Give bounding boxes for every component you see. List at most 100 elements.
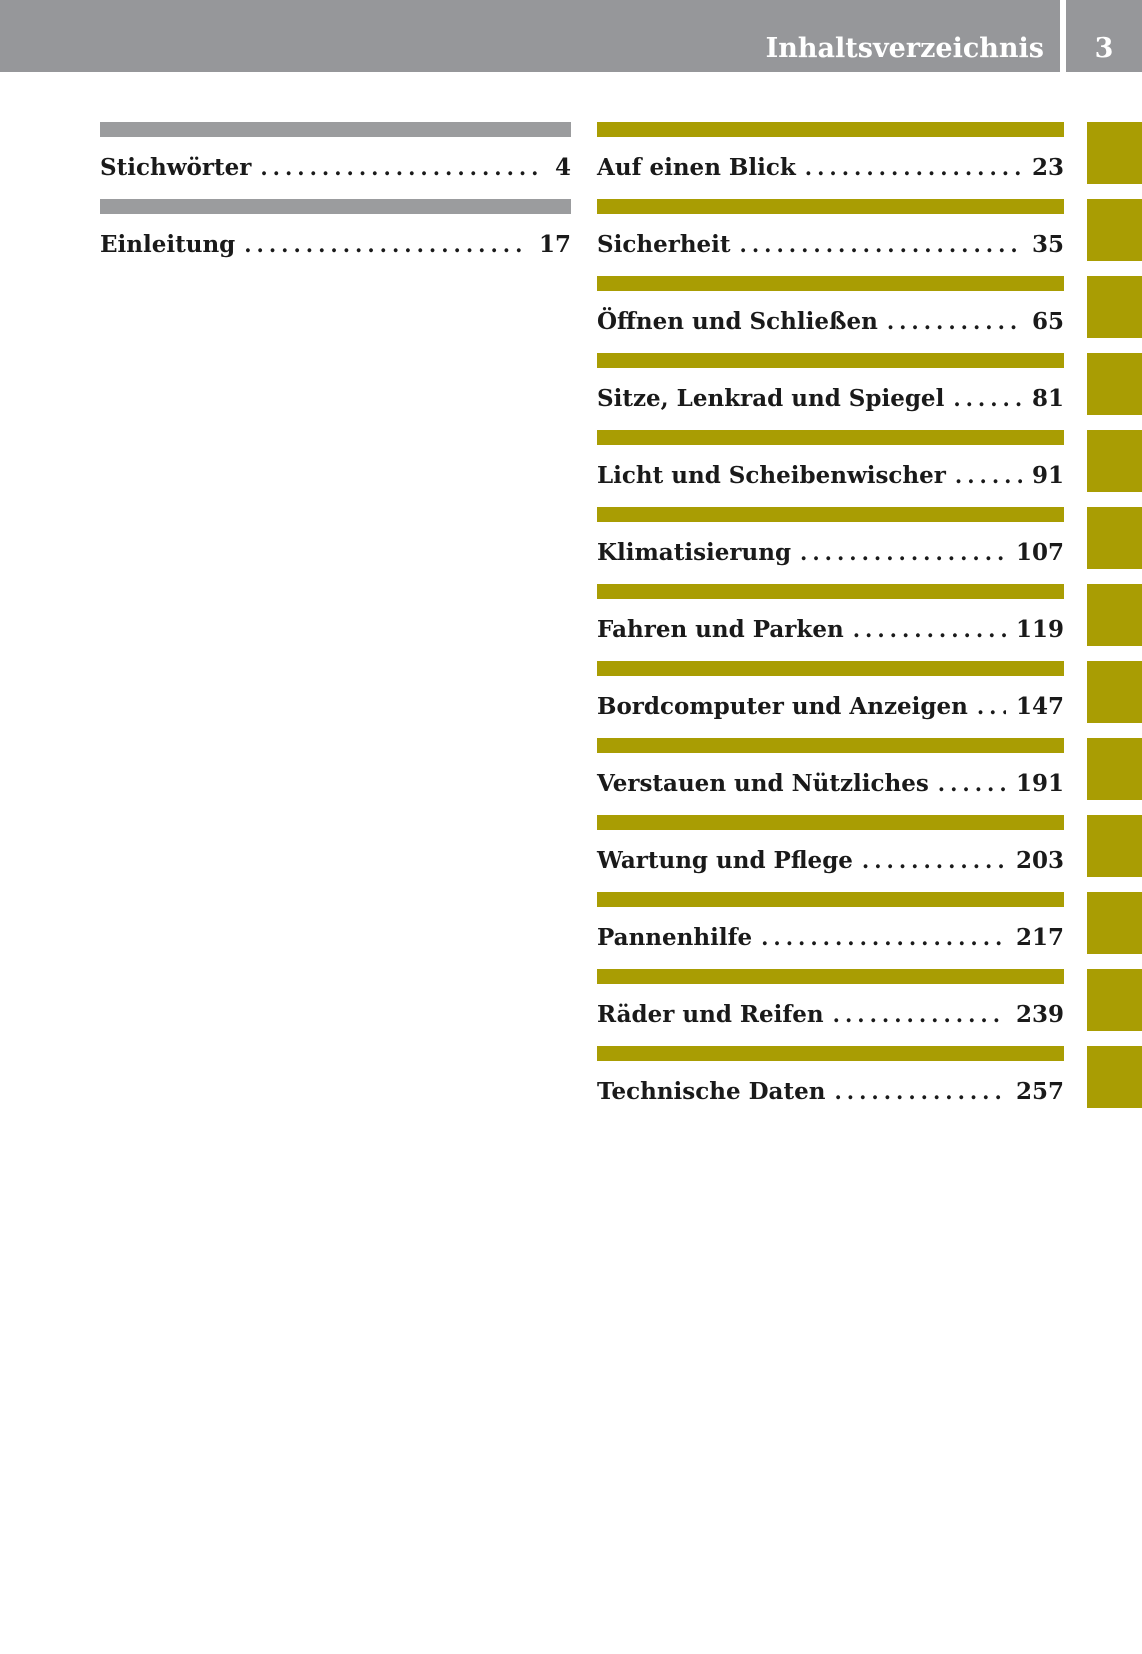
toc-item-chapter: Verstauen und Nützliches 191 (597, 738, 1064, 815)
toc-row[interactable]: Sitze, Lenkrad und Spiegel 81 (597, 385, 1064, 413)
toc-entry-label: Sitze, Lenkrad und Spiegel (597, 385, 945, 412)
toc-row[interactable]: Einleitung 17 (100, 231, 571, 259)
toc-row[interactable]: Stichwörter 4 (100, 154, 571, 182)
dot-leader (862, 847, 1006, 875)
chapter-tab (1087, 584, 1142, 646)
section-bar-gray (100, 122, 571, 137)
chapter-bar (597, 199, 1064, 214)
toc-entry-label: Technische Daten (597, 1078, 826, 1105)
dot-leader (800, 539, 1006, 567)
chapter-tab (1087, 738, 1142, 800)
chapter-tab (1087, 122, 1142, 184)
toc-item-chapter: Klimatisierung 107 (597, 507, 1064, 584)
chapter-bar (597, 122, 1064, 137)
page-number: 3 (1094, 33, 1114, 64)
page-title: Inhaltsverzeichnis (765, 33, 1044, 64)
toc-item-chapter: Fahren und Parken 119 (597, 584, 1064, 661)
chapter-tab (1087, 276, 1142, 338)
toc-entry-page: 4 (554, 154, 571, 181)
chapter-bar (597, 430, 1064, 445)
toc-entry-label: Verstauen und Nützliches (597, 770, 929, 797)
toc-entry-page: 217 (1015, 924, 1064, 951)
dot-leader (834, 1078, 1006, 1106)
toc-row[interactable]: Klimatisierung 107 (597, 539, 1064, 567)
toc-item-chapter: Bordcomputer und Anzeigen 147 (597, 661, 1064, 738)
toc-item-einleitung: Einleitung 17 (100, 199, 571, 276)
toc-row[interactable]: Wartung und Pflege 203 (597, 847, 1064, 875)
toc-entry-label: Stichwörter (100, 154, 252, 181)
dot-leader (833, 1001, 1006, 1029)
toc-item-chapter: Technische Daten 257 (597, 1046, 1064, 1123)
toc-entry-label: Wartung und Pflege (597, 847, 853, 874)
toc-row[interactable]: Fahren und Parken 119 (597, 616, 1064, 644)
chapter-tab (1087, 199, 1142, 261)
chapter-tab (1087, 353, 1142, 415)
chapter-tab (1087, 430, 1142, 492)
chapter-tab (1087, 661, 1142, 723)
toc-row[interactable]: Sicherheit 35 (597, 231, 1064, 259)
header-title-segment: Inhaltsverzeichnis (0, 0, 1060, 72)
chapter-tab (1087, 969, 1142, 1031)
toc-item-chapter: Räder und Reifen 239 (597, 969, 1064, 1046)
chapter-bar (597, 353, 1064, 368)
toc-row[interactable]: Bordcomputer und Anzeigen 147 (597, 693, 1064, 721)
toc-entry-label: Klimatisierung (597, 539, 792, 566)
chapter-tab (1087, 1046, 1142, 1108)
chapter-bar (597, 1046, 1064, 1061)
dot-leader (244, 231, 529, 259)
toc-entry-label: Auf einen Blick (597, 154, 796, 181)
toc-item-chapter: Sitze, Lenkrad und Spiegel 81 (597, 353, 1064, 430)
toc-item-chapter: Auf einen Blick 23 (597, 122, 1064, 199)
chapter-bar (597, 738, 1064, 753)
header-pagenum-segment: 3 (1066, 0, 1142, 72)
chapter-bar (597, 507, 1064, 522)
toc-row[interactable]: Technische Daten 257 (597, 1078, 1064, 1106)
toc-row[interactable]: Räder und Reifen 239 (597, 1001, 1064, 1029)
toc-right-column: Auf einen Blick 23 Sicherheit 35 Öffnen … (597, 122, 1064, 1123)
chapter-bar (597, 661, 1064, 676)
toc-entry-page: 119 (1015, 616, 1064, 643)
chapter-bar (597, 969, 1064, 984)
toc-entry-page: 191 (1015, 770, 1064, 797)
toc-entry-label: Fahren und Parken (597, 616, 844, 643)
dot-leader (953, 385, 1022, 413)
chapter-bar (597, 815, 1064, 830)
toc-entry-page: 257 (1015, 1078, 1064, 1105)
toc-row[interactable]: Verstauen und Nützliches 191 (597, 770, 1064, 798)
toc-entry-page: 203 (1015, 847, 1064, 874)
toc-entry-page: 91 (1031, 462, 1064, 489)
header-bar: Inhaltsverzeichnis 3 (0, 0, 1142, 72)
toc-row[interactable]: Auf einen Blick 23 (597, 154, 1064, 182)
toc-entry-page: 17 (538, 231, 571, 258)
chapter-tab (1087, 507, 1142, 569)
toc-row[interactable]: Pannenhilfe 217 (597, 924, 1064, 952)
toc-item-chapter: Öffnen und Schließen 65 (597, 276, 1064, 353)
chapter-bar (597, 584, 1064, 599)
header-divider (1060, 0, 1066, 72)
toc-entry-label: Räder und Reifen (597, 1001, 824, 1028)
toc-entry-label: Bordcomputer und Anzeigen (597, 693, 968, 720)
toc-row[interactable]: Öffnen und Schließen 65 (597, 308, 1064, 336)
toc-item-stichwoerter: Stichwörter 4 (100, 122, 571, 199)
dot-leader (761, 924, 1006, 952)
chapter-tab-column (1087, 122, 1142, 1123)
toc-entry-page: 23 (1031, 154, 1064, 181)
toc-entry-label: Sicherheit (597, 231, 731, 258)
dot-leader (853, 616, 1006, 644)
toc-left-column: Stichwörter 4 Einleitung 17 (100, 122, 571, 276)
dot-leader (260, 154, 545, 182)
dot-leader (977, 693, 1006, 721)
toc-entry-label: Pannenhilfe (597, 924, 753, 951)
toc-row[interactable]: Licht und Scheibenwischer 91 (597, 462, 1064, 490)
section-bar-gray (100, 199, 571, 214)
dot-leader (740, 231, 1022, 259)
dot-leader (938, 770, 1006, 798)
toc-item-chapter: Wartung und Pflege 203 (597, 815, 1064, 892)
toc-entry-page: 35 (1031, 231, 1064, 258)
dot-leader (887, 308, 1022, 336)
toc-entry-page: 147 (1015, 693, 1064, 720)
chapter-bar (597, 892, 1064, 907)
toc-item-chapter: Pannenhilfe 217 (597, 892, 1064, 969)
toc-entry-page: 107 (1015, 539, 1064, 566)
